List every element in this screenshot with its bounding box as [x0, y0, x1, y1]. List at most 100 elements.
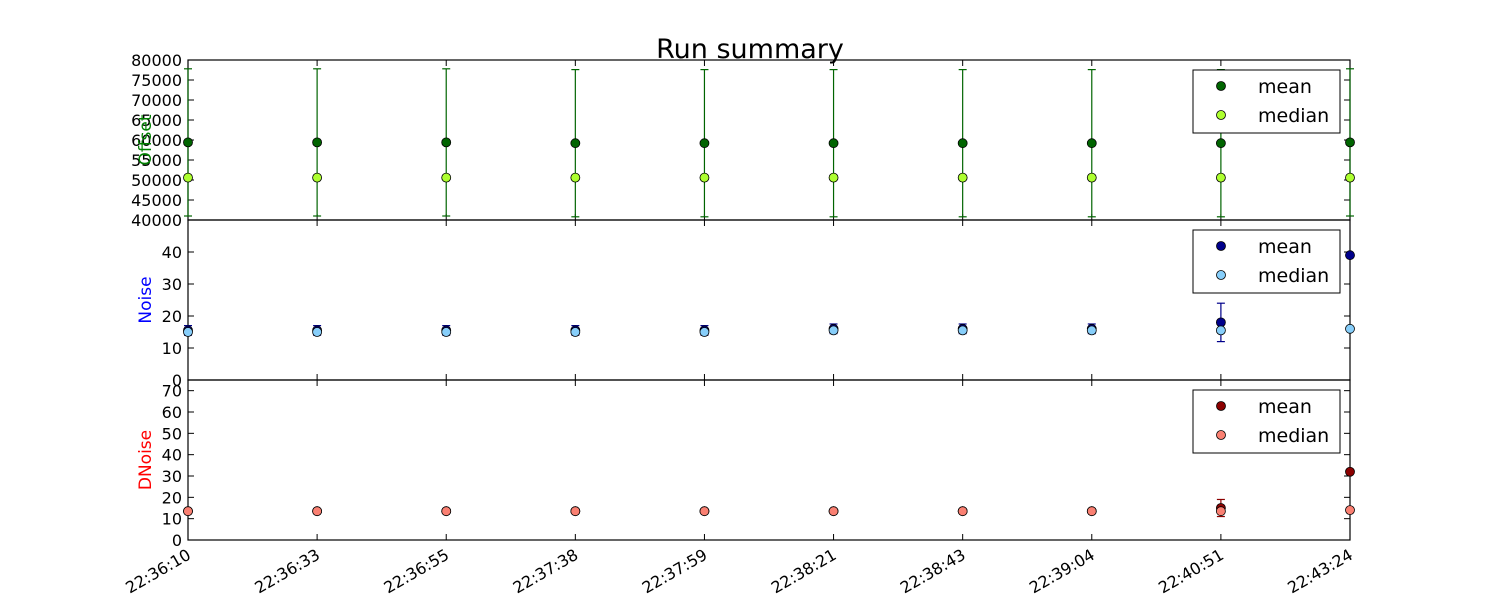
- data-point: [183, 137, 193, 148]
- data-point: [828, 138, 839, 149]
- legend-marker: [1216, 270, 1226, 280]
- data-point: [828, 506, 839, 517]
- x-tick-label: 22:38:21: [768, 545, 840, 597]
- data-point: [957, 325, 968, 336]
- x-tick-label: 22:37:59: [639, 545, 711, 597]
- data-point: [1345, 137, 1355, 148]
- series-median: [183, 172, 1355, 183]
- y-tick-label: 50: [162, 424, 182, 443]
- y-tick-label: 60000: [131, 131, 182, 150]
- y-tick-label: 40000: [131, 211, 182, 230]
- data-point: [1345, 466, 1355, 477]
- data-point: [312, 506, 323, 517]
- legend: mean median: [1192, 389, 1341, 454]
- y-tick-label: 10: [162, 339, 182, 358]
- series-mean: [183, 466, 1355, 518]
- legend: mean median: [1192, 229, 1341, 294]
- x-tick-label: 22:40:51: [1155, 545, 1227, 597]
- legend-label: mean: [1258, 396, 1312, 418]
- data-point: [1345, 323, 1355, 334]
- data-point: [570, 172, 581, 183]
- panel-offset: 4000045000500005500060000650007000075000…: [131, 51, 1355, 230]
- y-tick-label: 65000: [131, 111, 182, 130]
- legend-label: median: [1258, 265, 1329, 287]
- data-point: [441, 137, 452, 148]
- data-point: [1345, 250, 1355, 261]
- legend-label: mean: [1258, 76, 1312, 98]
- data-point: [183, 172, 193, 183]
- legend-marker: [1216, 81, 1226, 91]
- data-point: [1086, 506, 1097, 517]
- y-tick-label: 40: [162, 243, 182, 262]
- data-point: [957, 172, 968, 183]
- panel-noise: 0 10 20 30 40 Noise mean median: [136, 219, 1355, 390]
- panel-dnoise: 0 10 20 30 40 50 60 70 DNoise mean median: [136, 379, 1355, 550]
- data-point: [957, 506, 968, 517]
- data-point: [699, 506, 710, 517]
- x-tick-label: 22:36:10: [122, 545, 194, 597]
- data-point: [1086, 138, 1097, 149]
- data-point: [828, 325, 839, 336]
- data-point: [1086, 172, 1097, 183]
- x-tick-label: 22:36:33: [251, 545, 323, 597]
- x-tick-label: 22:37:38: [510, 545, 582, 597]
- data-point: [312, 327, 323, 337]
- data-point: [570, 506, 581, 517]
- legend: mean median: [1192, 69, 1341, 134]
- data-point: [441, 327, 452, 337]
- y-tick-label: 75000: [131, 71, 182, 90]
- data-point: [828, 172, 839, 183]
- y-tick-label: 70: [162, 382, 182, 401]
- axes-frame: [187, 59, 1351, 221]
- legend-marker: [1216, 110, 1226, 120]
- y-tick-label: 10: [162, 510, 182, 529]
- y-axis-label: Offset: [136, 114, 156, 165]
- x-tick-label: 22:36:55: [380, 545, 452, 597]
- y-tick-label: 0: [172, 371, 182, 390]
- y-tick-label: 20: [162, 488, 182, 507]
- data-point: [441, 172, 452, 183]
- legend-marker: [1216, 401, 1226, 411]
- legend-marker: [1216, 430, 1226, 440]
- axes-frame: [187, 379, 1351, 541]
- y-axis-label: DNoise: [136, 430, 156, 490]
- x-tick-label: 22:39:04: [1026, 545, 1098, 597]
- data-point: [1345, 505, 1355, 516]
- y-tick-label: 45000: [131, 191, 182, 210]
- series-median: [183, 323, 1355, 337]
- y-tick-label: 70000: [131, 91, 182, 110]
- y-tick-label: 80000: [131, 51, 182, 70]
- data-point: [312, 172, 323, 183]
- data-point: [570, 327, 581, 337]
- data-point: [1345, 172, 1355, 183]
- y-tick-label: 55000: [131, 151, 182, 170]
- data-point: [183, 506, 193, 517]
- data-point: [699, 327, 710, 337]
- legend-box: [1192, 69, 1341, 134]
- data-point: [570, 138, 581, 149]
- data-point: [699, 172, 710, 183]
- y-tick-label: 40: [162, 446, 182, 465]
- legend-label: median: [1258, 105, 1329, 127]
- y-tick-label: 30: [162, 275, 182, 294]
- legend-label: median: [1258, 425, 1329, 447]
- data-point: [957, 138, 968, 149]
- y-tick-label: 20: [162, 307, 182, 326]
- legend-label: mean: [1258, 236, 1312, 258]
- data-point: [1086, 325, 1097, 336]
- y-tick-label: 0: [172, 531, 182, 550]
- data-point: [441, 506, 452, 517]
- x-tick-label: 22:43:24: [1284, 545, 1356, 597]
- series-median: [183, 505, 1355, 517]
- data-point: [183, 327, 193, 337]
- y-tick-label: 50000: [131, 171, 182, 190]
- y-tick-label: 60: [162, 403, 182, 422]
- x-tick-label: 22:38:43: [897, 545, 969, 597]
- data-point: [1215, 138, 1226, 149]
- y-tick-label: 30: [162, 467, 182, 486]
- data-point: [699, 138, 710, 149]
- chart-panels: 4000045000500005500060000650007000075000…: [122, 51, 1356, 597]
- data-point: [1215, 506, 1226, 517]
- legend-box: [1192, 229, 1341, 294]
